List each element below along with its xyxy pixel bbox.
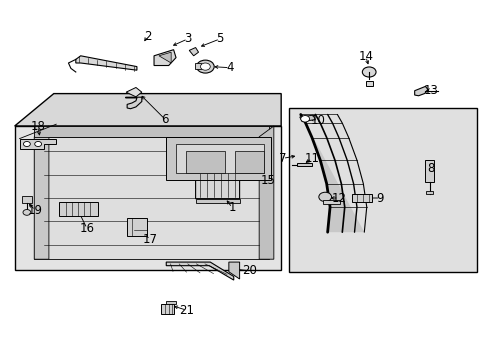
Polygon shape	[195, 152, 239, 199]
Polygon shape	[365, 81, 372, 86]
Text: 9: 9	[376, 192, 384, 204]
Text: 18: 18	[31, 120, 45, 133]
Polygon shape	[161, 304, 173, 314]
Polygon shape	[20, 139, 56, 149]
Text: 11: 11	[304, 152, 319, 165]
Polygon shape	[154, 50, 176, 66]
Polygon shape	[125, 97, 142, 109]
Polygon shape	[22, 196, 32, 203]
Polygon shape	[322, 200, 339, 204]
Text: 19: 19	[28, 204, 42, 217]
Polygon shape	[234, 151, 264, 173]
Polygon shape	[425, 160, 433, 182]
Polygon shape	[185, 151, 224, 173]
Circle shape	[196, 60, 214, 73]
Circle shape	[23, 141, 30, 147]
Polygon shape	[126, 87, 142, 97]
Text: 14: 14	[358, 50, 372, 63]
Polygon shape	[299, 115, 315, 122]
Circle shape	[300, 116, 309, 122]
Text: 21: 21	[179, 304, 194, 317]
Polygon shape	[288, 108, 476, 272]
Polygon shape	[166, 301, 176, 304]
Circle shape	[318, 192, 331, 202]
Polygon shape	[194, 63, 201, 69]
Polygon shape	[15, 94, 281, 126]
Text: 2: 2	[143, 30, 151, 42]
Polygon shape	[414, 86, 427, 96]
Text: 6: 6	[161, 113, 169, 126]
Text: 20: 20	[242, 264, 256, 277]
Text: 1: 1	[228, 201, 236, 214]
Polygon shape	[34, 126, 268, 137]
Text: 4: 4	[225, 61, 233, 74]
Circle shape	[23, 210, 31, 215]
Circle shape	[362, 67, 375, 77]
Polygon shape	[166, 137, 271, 180]
Polygon shape	[297, 163, 311, 166]
Polygon shape	[34, 126, 49, 259]
Text: 12: 12	[331, 192, 346, 204]
Polygon shape	[176, 144, 264, 173]
Text: 10: 10	[310, 114, 325, 127]
Polygon shape	[259, 126, 273, 259]
Circle shape	[35, 141, 41, 147]
Polygon shape	[159, 52, 171, 63]
Text: 17: 17	[143, 233, 158, 246]
Polygon shape	[34, 137, 268, 259]
Polygon shape	[300, 114, 364, 232]
Text: 3: 3	[183, 32, 191, 45]
Polygon shape	[195, 199, 239, 203]
Polygon shape	[166, 262, 233, 280]
Polygon shape	[59, 202, 98, 216]
Polygon shape	[351, 194, 371, 202]
Text: 15: 15	[260, 174, 275, 186]
Polygon shape	[127, 218, 146, 236]
Polygon shape	[76, 56, 137, 70]
Circle shape	[200, 63, 210, 70]
Polygon shape	[426, 191, 432, 194]
Polygon shape	[228, 262, 239, 279]
Polygon shape	[189, 48, 198, 56]
Text: 5: 5	[216, 32, 224, 45]
Polygon shape	[15, 126, 281, 270]
Text: 13: 13	[423, 84, 438, 96]
Text: 8: 8	[427, 162, 434, 175]
Text: 7: 7	[278, 152, 286, 165]
Text: 16: 16	[80, 222, 94, 235]
